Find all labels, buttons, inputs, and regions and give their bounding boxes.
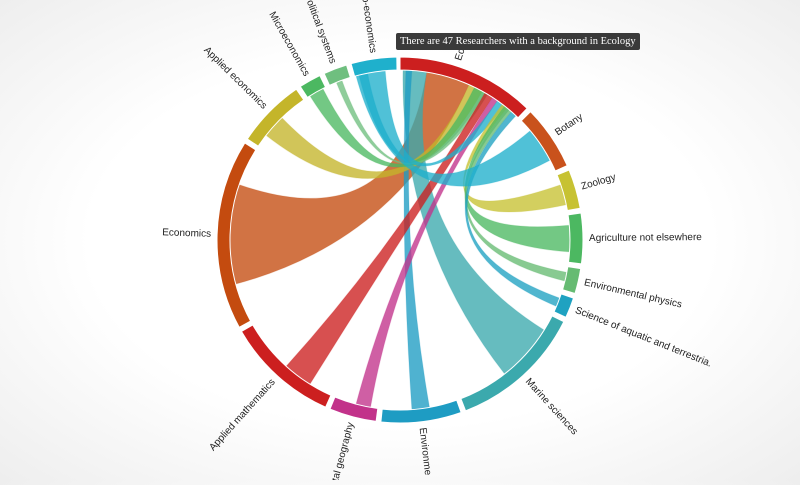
chord-arc-agriculture[interactable] [567,212,584,265]
chord-arc-envphysics[interactable] [561,266,582,295]
chord-arc-zoology[interactable] [556,169,581,212]
chord-label-ecology: Ec [453,48,467,62]
chord-arc-bioecon[interactable] [350,56,398,77]
chord-label-zoology: Zoology [580,172,617,193]
chord-tooltip: There are 47 Researchers with a backgrou… [396,33,640,50]
chord-label-appliedecon: Applied economics [201,45,269,112]
chord-arc-appliedecon[interactable] [246,88,305,147]
chord-arc-botany[interactable] [520,110,568,172]
chord-label-envsci: Environme [417,427,434,476]
chord-arc-envsci[interactable] [380,399,462,424]
chord-arc-polsys[interactable] [323,64,351,86]
chord-label-envgeo: ental geography [327,421,356,480]
chord-arc-microecon[interactable] [299,74,327,99]
chord-arc-envgeo[interactable] [329,396,379,422]
chord-label-aquatic: Science of aquatic and terrestria. [573,305,713,370]
chord-arc-ecology[interactable] [399,56,528,119]
chord-arc-appliedmath[interactable] [240,324,332,408]
chord-label-appliedmath: Applied mathematics [207,377,277,453]
chord-label-marine: Marine sciences [523,376,580,437]
chord-label-polsys: Political systems [302,0,338,65]
chord-label-bioecon: o-economics [359,0,378,54]
chord-label-envphysics: Environmental physics [583,277,683,310]
chord-label-botany: Botany [553,112,585,139]
chord-label-microecon: Microeconomics [266,10,311,78]
chord-label-economics: Economics [162,227,211,240]
chord-arc-marine[interactable] [460,315,565,412]
chord-label-agriculture: Agriculture not elsewhere [589,232,702,244]
chord-arc-economics[interactable] [216,142,257,328]
chord-arc-aquatic[interactable] [553,293,575,318]
